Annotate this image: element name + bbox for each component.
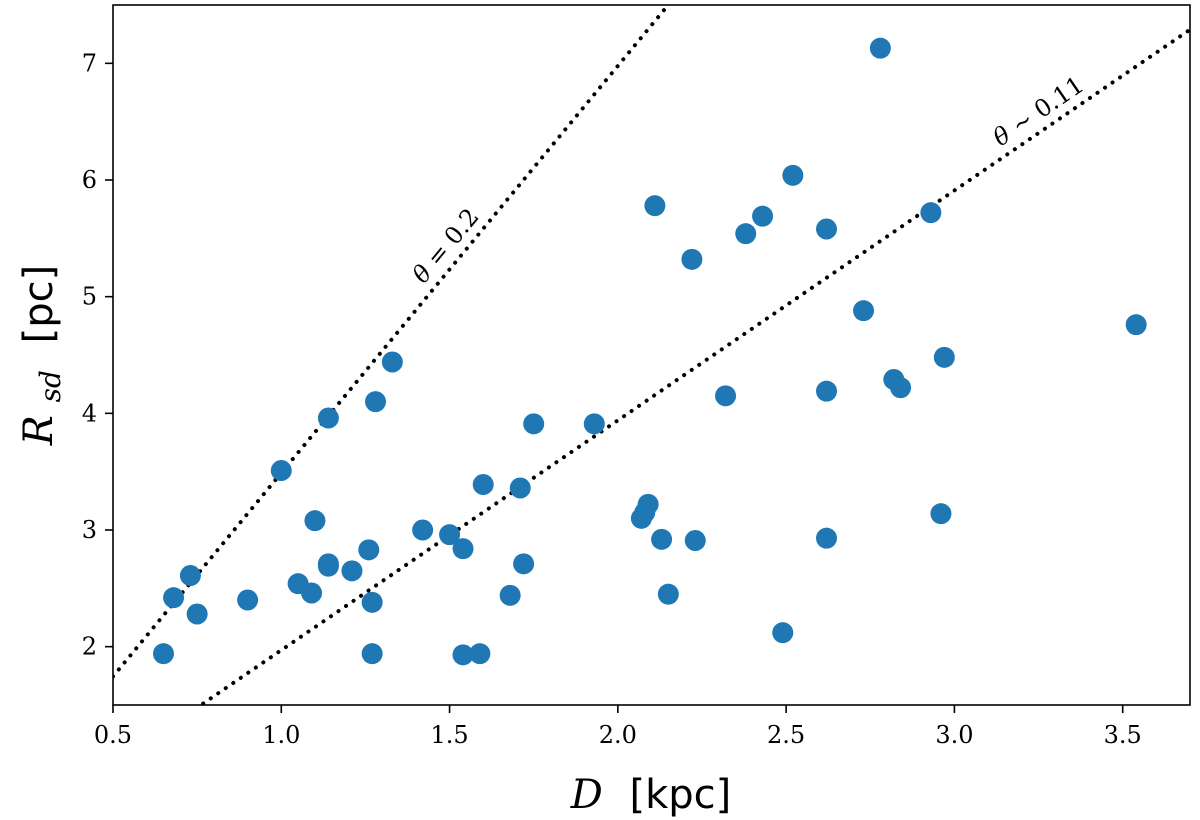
x-axis-symbol: D [570, 772, 603, 818]
x-tick-label: 1.5 [430, 721, 468, 749]
data-point-44 [816, 527, 838, 549]
data-point-19 [439, 524, 461, 546]
y-axis-label: R sd [pc] [16, 265, 70, 446]
x-tick-label: 3.0 [935, 721, 973, 749]
data-point-41 [782, 164, 804, 186]
reference-line-label-theta-0.11: θ ∼ 0.11 [988, 71, 1089, 152]
reference-line-label-theta-0.2: θ = 0.2 [407, 203, 485, 289]
data-point-35 [681, 248, 703, 270]
y-tick-label: 3 [82, 516, 97, 544]
reference-lines [113, 5, 1190, 705]
data-point-34 [657, 583, 679, 605]
reference-line-theta-0.11 [197, 27, 1190, 705]
data-point-15 [361, 643, 383, 665]
data-point-14 [361, 591, 383, 613]
data-point-18 [412, 519, 434, 541]
data-point-52 [1125, 314, 1147, 336]
data-point-39 [752, 205, 774, 227]
x-tick-label: 1.0 [262, 721, 300, 749]
data-point-7 [301, 582, 323, 604]
data-point-12 [341, 560, 363, 582]
data-point-45 [853, 300, 875, 322]
data-point-32 [644, 195, 666, 217]
data-point-23 [472, 474, 494, 495]
data-point-21 [452, 644, 474, 666]
data-point-3 [186, 603, 208, 625]
data-point-51 [933, 346, 955, 368]
y-axis-symbol: R [16, 415, 62, 446]
data-point-4 [237, 589, 259, 611]
y-tick-label: 4 [82, 399, 97, 427]
y-axis-ticks: 2 3 4 5 6 7 [82, 49, 113, 661]
data-point-2 [179, 565, 201, 586]
data-point-1 [163, 587, 185, 609]
x-tick-label: 0.5 [94, 721, 132, 749]
data-point-13 [358, 539, 380, 561]
data-point-28 [583, 413, 605, 435]
data-point-27 [523, 413, 545, 435]
data-point-5 [270, 460, 292, 481]
data-point-16 [365, 391, 387, 413]
x-tick-label: 2.5 [767, 721, 805, 749]
data-point-40 [772, 622, 794, 644]
x-axis-unit: [kpc] [630, 772, 732, 818]
data-point-31 [637, 493, 659, 515]
x-axis-ticks: 0.5 1.0 1.5 2.0 2.5 3.0 3.5 [94, 705, 1142, 749]
data-point-49 [920, 202, 942, 224]
y-axis-subscript: sd [34, 370, 67, 402]
data-point-10 [317, 553, 339, 575]
reference-line-labels: θ = 0.2 θ ∼ 0.11 [407, 71, 1089, 289]
y-tick-label: 5 [82, 283, 97, 311]
data-point-26 [513, 553, 535, 575]
data-point-38 [735, 223, 757, 245]
data-point-36 [684, 530, 706, 551]
data-point-0 [152, 643, 174, 665]
y-tick-label: 2 [82, 633, 97, 661]
data-point-33 [651, 528, 673, 550]
data-points [152, 37, 1147, 666]
data-point-46 [869, 37, 891, 59]
data-point-48 [890, 377, 912, 399]
data-point-24 [499, 584, 521, 606]
x-tick-label: 3.5 [1104, 721, 1142, 749]
plot-frame [112, 4, 1191, 706]
data-point-22 [469, 643, 491, 665]
data-point-11 [317, 407, 339, 429]
x-tick-label: 2.0 [599, 721, 637, 749]
y-tick-label: 7 [82, 49, 97, 77]
reference-line-theta-0.2 [113, 5, 671, 679]
x-axis-label: D [kpc] [570, 772, 732, 818]
data-point-43 [816, 380, 838, 402]
data-point-20 [452, 538, 474, 560]
data-point-25 [509, 477, 531, 499]
data-point-8 [304, 510, 326, 532]
data-point-50 [930, 503, 952, 525]
data-point-37 [715, 385, 737, 407]
y-axis-unit: [pc] [16, 265, 62, 344]
y-tick-label: 6 [82, 166, 97, 194]
data-point-42 [816, 218, 838, 240]
data-point-17 [381, 351, 403, 373]
